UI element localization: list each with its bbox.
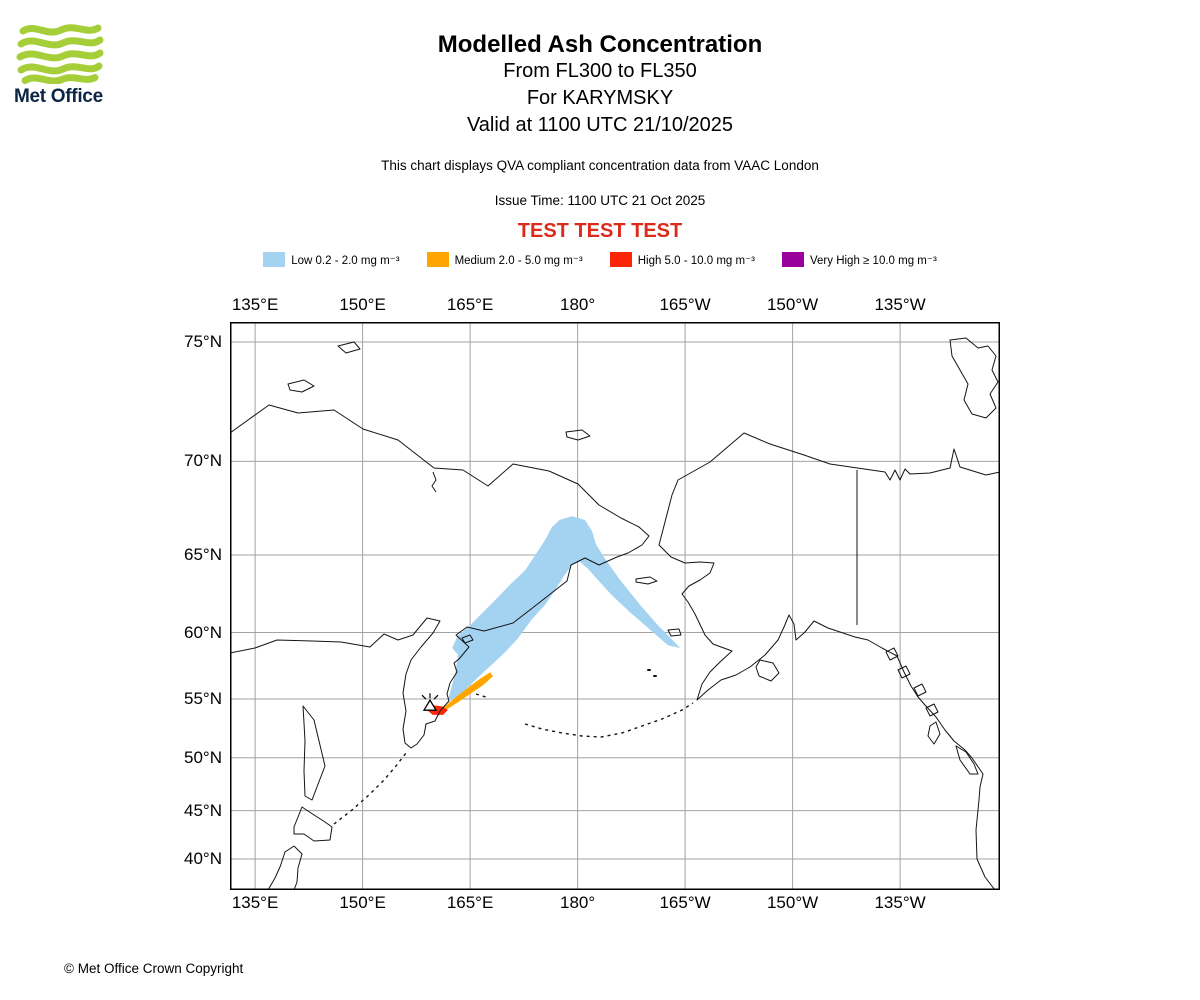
- map: [229, 322, 1001, 891]
- ash-plume-medium: [437, 672, 493, 717]
- volcano-marker-icon: [421, 693, 439, 711]
- legend-label: Low 0.2 - 2.0 mg m⁻³: [291, 254, 400, 267]
- logo-mark-icon: [16, 24, 104, 84]
- legend-swatch: [263, 252, 286, 267]
- coastline-st-lawrence-island: [635, 576, 658, 585]
- coastline-kolyma-river: [431, 471, 437, 493]
- lon-tick-label-top: 165°E: [446, 295, 494, 314]
- coastline-siberia-kamchatka: [229, 404, 650, 749]
- lon-tick-label-top: 150°E: [339, 295, 386, 314]
- lat-tick-label-left: 75°N: [184, 332, 222, 351]
- map-svg: [229, 322, 1001, 891]
- coastline-komandorski-islands: [475, 693, 490, 699]
- coastline-aleutian-islands: [524, 702, 694, 738]
- legend-item: Very High ≥ 10.0 mg m⁻³: [781, 252, 937, 267]
- lat-tick-label-left: 40°N: [184, 849, 222, 868]
- ash-plume-low: [447, 516, 681, 701]
- coastline-sakhalin: [302, 705, 326, 801]
- met-office-logo: Met Office: [14, 22, 124, 108]
- coastline-new-siberian-islands: [287, 341, 361, 393]
- legend-label: Medium 2.0 - 5.0 mg m⁻³: [454, 254, 583, 267]
- coastline-pribilof-islands: [647, 669, 657, 677]
- legend-label: Very High ≥ 10.0 mg m⁻³: [809, 254, 937, 267]
- coastline-wrangel-island: [565, 429, 591, 441]
- ash-plume-layer: [427, 516, 681, 717]
- lon-tick-label-top: 150°W: [766, 295, 819, 314]
- coastline-hokkaido: [293, 806, 333, 842]
- issue-time: Issue Time: 1100 UTC 21 Oct 2025: [494, 193, 706, 208]
- lon-tick-label-bottom: 135°E: [231, 893, 279, 912]
- lat-tick-label-left: 70°N: [184, 451, 222, 471]
- heading-block: Modelled Ash Concentration From FL300 to…: [0, 32, 1200, 267]
- coastline-kuril-islands: [333, 752, 407, 825]
- legend: Low 0.2 - 2.0 mg m⁻³ Medium 2.0 - 5.0 mg …: [0, 252, 1200, 267]
- legend-item: Low 0.2 - 2.0 mg m⁻³: [263, 252, 400, 267]
- lon-tick-label-top: 165°W: [659, 295, 711, 314]
- lat-tick-label-left: 60°N: [184, 622, 222, 642]
- logo-text: Met Office: [14, 86, 103, 107]
- lon-tick-label-top: 135°W: [874, 295, 926, 314]
- coastline-nunivak-island: [667, 628, 682, 637]
- subtitle-valid-time: Valid at 1100 UTC 21/10/2025: [466, 114, 734, 136]
- lon-tick-label-bottom: 180°: [559, 893, 596, 912]
- lat-tick-label-left: 55°N: [184, 689, 222, 709]
- volcano-triangle: [422, 698, 438, 711]
- lon-tick-label-bottom: 150°W: [766, 893, 819, 912]
- coastline-alaska: [658, 432, 1001, 891]
- coastline-banks-island: [949, 337, 999, 419]
- legend-swatch: [426, 252, 449, 267]
- coastline-southeast-alaska-islands: [885, 647, 979, 775]
- subtitle-flight-levels: From FL300 to FL350: [503, 60, 697, 82]
- legend-label: High 5.0 - 10.0 mg m⁻³: [637, 254, 755, 267]
- map-frame: [230, 322, 1000, 890]
- coastline-karaginsky-island: [461, 634, 474, 644]
- copyright: © Met Office Crown Copyright: [64, 961, 244, 976]
- grid-lines: [230, 322, 1000, 890]
- lat-tick-label-left: 45°N: [184, 800, 222, 820]
- lon-tick-label-top: 180°: [559, 295, 596, 314]
- volcano-eruption-rays: [421, 693, 439, 700]
- lat-tick-label-left: 65°N: [184, 545, 222, 565]
- legend-swatch: [781, 252, 804, 267]
- subtitle-volcano: For KARYMSKY: [526, 87, 674, 109]
- lon-tick-label-bottom: 135°W: [874, 893, 926, 912]
- legend-item: High 5.0 - 10.0 mg m⁻³: [609, 252, 755, 267]
- lon-tick-label-bottom: 165°W: [659, 893, 711, 912]
- lat-tick-label-left: 50°N: [184, 747, 222, 767]
- legend-swatch: [609, 252, 632, 267]
- coastline-honshu: [267, 845, 303, 891]
- coastlines: [229, 337, 1001, 891]
- page-title: Modelled Ash Concentration: [437, 31, 763, 58]
- coastline-kodiak-island: [755, 659, 780, 682]
- qva-note: This chart displays QVA compliant concen…: [381, 158, 819, 173]
- legend-item: Medium 2.0 - 5.0 mg m⁻³: [426, 252, 583, 267]
- lon-tick-label-bottom: 150°E: [339, 893, 386, 912]
- lon-tick-label-top: 135°E: [231, 295, 279, 314]
- lon-tick-label-bottom: 165°E: [446, 893, 494, 912]
- test-banner: TEST TEST TEST: [517, 220, 683, 242]
